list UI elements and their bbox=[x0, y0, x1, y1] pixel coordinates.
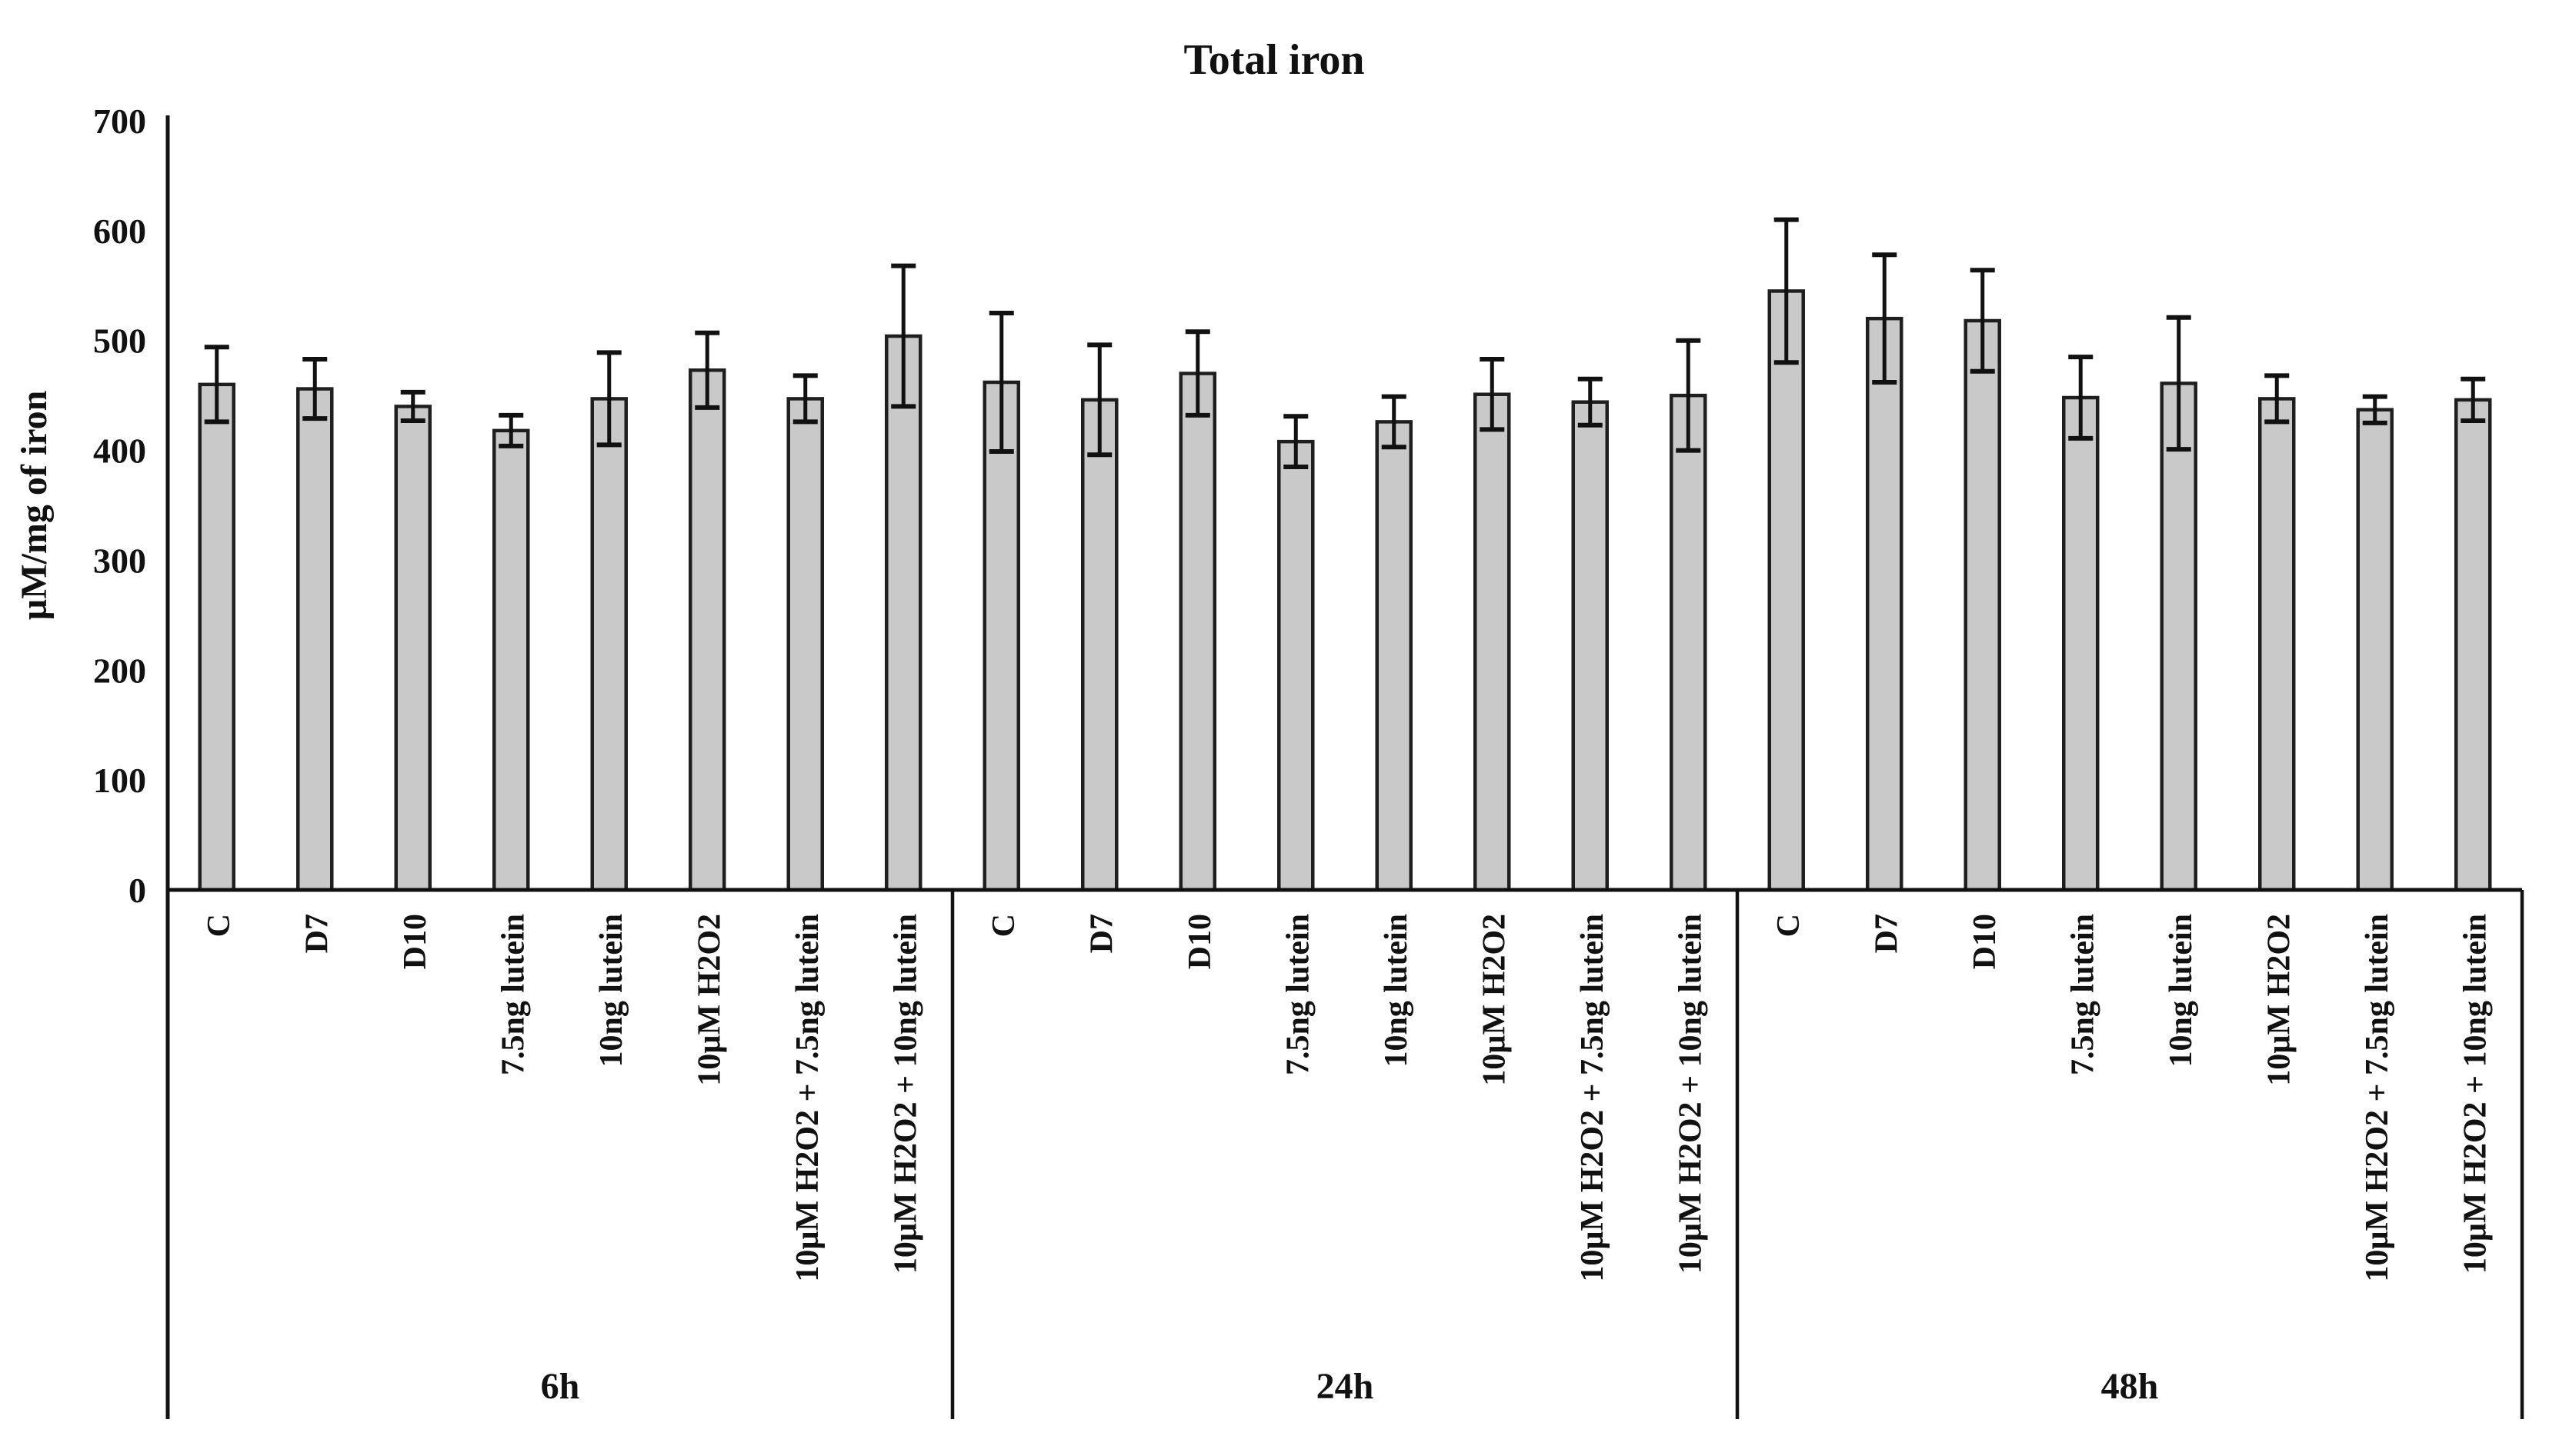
category-label: D10 bbox=[1967, 914, 2003, 969]
y-tick-label: 700 bbox=[93, 102, 146, 141]
bar bbox=[1375, 420, 1413, 892]
category-label: D7 bbox=[1869, 914, 1904, 953]
category-label: C bbox=[1771, 914, 1807, 937]
y-tick-label: 0 bbox=[128, 871, 146, 910]
bar bbox=[492, 428, 530, 892]
y-tick-label: 100 bbox=[93, 761, 146, 800]
category-label: 7.5ng lutein bbox=[495, 914, 531, 1075]
y-tick-label: 500 bbox=[93, 322, 146, 361]
category-label: C bbox=[986, 914, 1022, 937]
chart-title: Total iron bbox=[1184, 36, 1365, 84]
bar bbox=[1081, 398, 1119, 892]
bar bbox=[1473, 392, 1511, 892]
bar bbox=[786, 397, 824, 892]
bar bbox=[2062, 395, 2100, 892]
y-tick-label: 400 bbox=[93, 431, 146, 471]
category-label: C bbox=[202, 914, 237, 937]
bar bbox=[1866, 316, 1903, 892]
category-label: 10µM H2O2 + 7.5ng lutein bbox=[2360, 914, 2395, 1282]
bar bbox=[885, 334, 923, 892]
bar bbox=[296, 387, 334, 892]
group-label: 48h bbox=[2101, 1366, 2159, 1407]
bar bbox=[689, 368, 726, 892]
y-tick-label: 300 bbox=[93, 541, 146, 580]
category-label: 10µM H2O2 bbox=[1476, 914, 1512, 1086]
bar bbox=[1277, 439, 1315, 892]
category-label: 10ng lutein bbox=[1379, 914, 1414, 1068]
group-label: 6h bbox=[541, 1366, 580, 1407]
group-label: 24h bbox=[1316, 1366, 1374, 1407]
category-label: 10µM H2O2 bbox=[2261, 914, 2297, 1086]
bar bbox=[1767, 289, 1805, 892]
bar bbox=[2258, 397, 2296, 892]
category-label: 10µM H2O2 + 10ng lutein bbox=[1673, 914, 1708, 1274]
category-label: 7.5ng lutein bbox=[1280, 914, 1316, 1075]
category-label: 7.5ng lutein bbox=[2065, 914, 2100, 1075]
category-label: 10µM H2O2 bbox=[692, 914, 727, 1086]
category-label: 10ng lutein bbox=[2164, 914, 2199, 1068]
bar bbox=[2356, 408, 2394, 892]
bar bbox=[1963, 318, 2001, 892]
category-label: 10µM H2O2 + 10ng lutein bbox=[2457, 914, 2493, 1274]
plot-area: 0 100 200 300 400 500 600 700 C D7 D10 7.5ng lutein… bbox=[93, 102, 2524, 1419]
category-label: 10ng lutein bbox=[594, 914, 629, 1068]
category-label: 10µM H2O2 + 10ng lutein bbox=[888, 914, 923, 1274]
category-label: D10 bbox=[398, 914, 433, 969]
bar bbox=[1670, 393, 1707, 892]
bar bbox=[2454, 398, 2492, 892]
bar bbox=[198, 382, 235, 892]
bar bbox=[1571, 400, 1609, 892]
bar bbox=[2160, 381, 2197, 892]
bar bbox=[394, 405, 432, 892]
category-label: D10 bbox=[1183, 914, 1218, 969]
category-label: D7 bbox=[299, 914, 335, 953]
bar bbox=[983, 380, 1020, 892]
y-tick-label: 200 bbox=[93, 651, 146, 690]
category-label: 10µM H2O2 + 7.5ng lutein bbox=[1575, 914, 1610, 1282]
y-tick-label: 600 bbox=[93, 212, 146, 251]
category-label: 10µM H2O2 + 7.5ng lutein bbox=[790, 914, 826, 1282]
bar bbox=[1179, 371, 1216, 892]
y-axis-title: µM/mg of iron bbox=[14, 391, 55, 621]
category-label: D7 bbox=[1084, 914, 1119, 953]
bar bbox=[590, 397, 628, 892]
